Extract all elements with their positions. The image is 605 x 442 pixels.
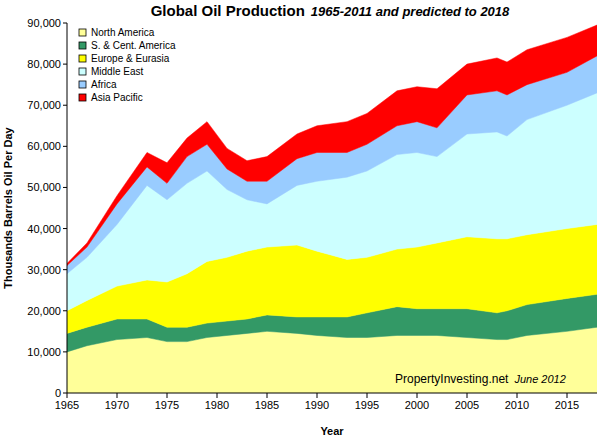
x-tick-label: 2010: [505, 399, 529, 411]
x-tick: [367, 393, 368, 398]
legend-label: S. & Cent. America: [91, 40, 176, 51]
legend-label: Asia Pacific: [91, 92, 143, 103]
y-tick-label: 0: [55, 387, 61, 399]
legend-swatch: [79, 94, 86, 101]
y-tick-label: 70,000: [27, 99, 61, 111]
x-tick-label: 2000: [405, 399, 429, 411]
y-tick: [63, 228, 67, 229]
x-tick-label: 1970: [105, 399, 129, 411]
chart: 0 10,000 20,000 30,000 40,000 50,000 60,000 70,…: [0, 0, 605, 442]
legend-swatch: [79, 68, 86, 75]
y-tick-label: 80,000: [27, 58, 61, 70]
x-tick-label: 1990: [305, 399, 329, 411]
y-tick-label: 90,000: [27, 17, 61, 29]
x-tick-label: 1985: [255, 399, 279, 411]
y-tick-label: 30,000: [27, 264, 61, 276]
y-tick: [63, 105, 67, 106]
title-line: Global Oil Production 1965-2011 and predi…: [151, 2, 510, 19]
legend-swatch: [79, 42, 86, 49]
y-tick: [63, 393, 67, 394]
y-tick-label: 40,000: [27, 223, 61, 235]
x-tick: [517, 393, 518, 398]
background: [0, 0, 605, 442]
x-tick: [67, 393, 68, 398]
y-axis-label: Thousands Barrels Oil Per Day: [2, 126, 14, 288]
y-tick: [63, 187, 67, 188]
y-tick: [63, 310, 67, 311]
annotation: June 2012: [513, 373, 565, 385]
x-tick: [117, 393, 118, 398]
x-tick: [267, 393, 268, 398]
x-tick: [417, 393, 418, 398]
legend-swatch: [79, 29, 86, 36]
legend-label: Africa: [91, 79, 117, 90]
annotation-line: PropertyInvesting.net June 2012: [395, 372, 566, 386]
x-tick-label: 2005: [455, 399, 479, 411]
legend: North America S. & Cent. America Europe & …: [79, 27, 176, 103]
title: Global Oil Production: [151, 2, 305, 19]
x-tick: [567, 393, 568, 398]
legend-label: North America: [91, 27, 155, 38]
legend-swatch: [79, 55, 86, 62]
x-tick: [467, 393, 468, 398]
y-tick-label: 50,000: [27, 181, 61, 193]
annotation: PropertyInvesting.net: [395, 372, 509, 386]
legend-swatch: [79, 81, 86, 88]
y-tick-label: 20,000: [27, 305, 61, 317]
x-tick-label: 1995: [355, 399, 379, 411]
y-tick: [63, 23, 67, 24]
areas: [67, 25, 597, 393]
x-tick-label: 2015: [555, 399, 579, 411]
y-tick: [63, 269, 67, 270]
y-tick-label: 60,000: [27, 140, 61, 152]
y-tick: [63, 64, 67, 65]
x-tick: [217, 393, 218, 398]
x-tick: [317, 393, 318, 398]
x-axis-label: Year: [320, 425, 344, 437]
x-tick-label: 1980: [205, 399, 229, 411]
legend-label: Middle East: [91, 66, 143, 77]
x-tick: [167, 393, 168, 398]
legend-label: Europe & Eurasia: [91, 53, 170, 64]
area: [67, 25, 597, 266]
subtitle: 1965-2011 and predicted to 2018: [311, 4, 510, 19]
y-tick-label: 10,000: [27, 346, 61, 358]
y-tick: [63, 351, 67, 352]
y-tick: [63, 146, 67, 147]
y-axis: [67, 23, 68, 393]
x-tick-label: 1975: [155, 399, 179, 411]
x-tick-label: 1965: [55, 399, 79, 411]
